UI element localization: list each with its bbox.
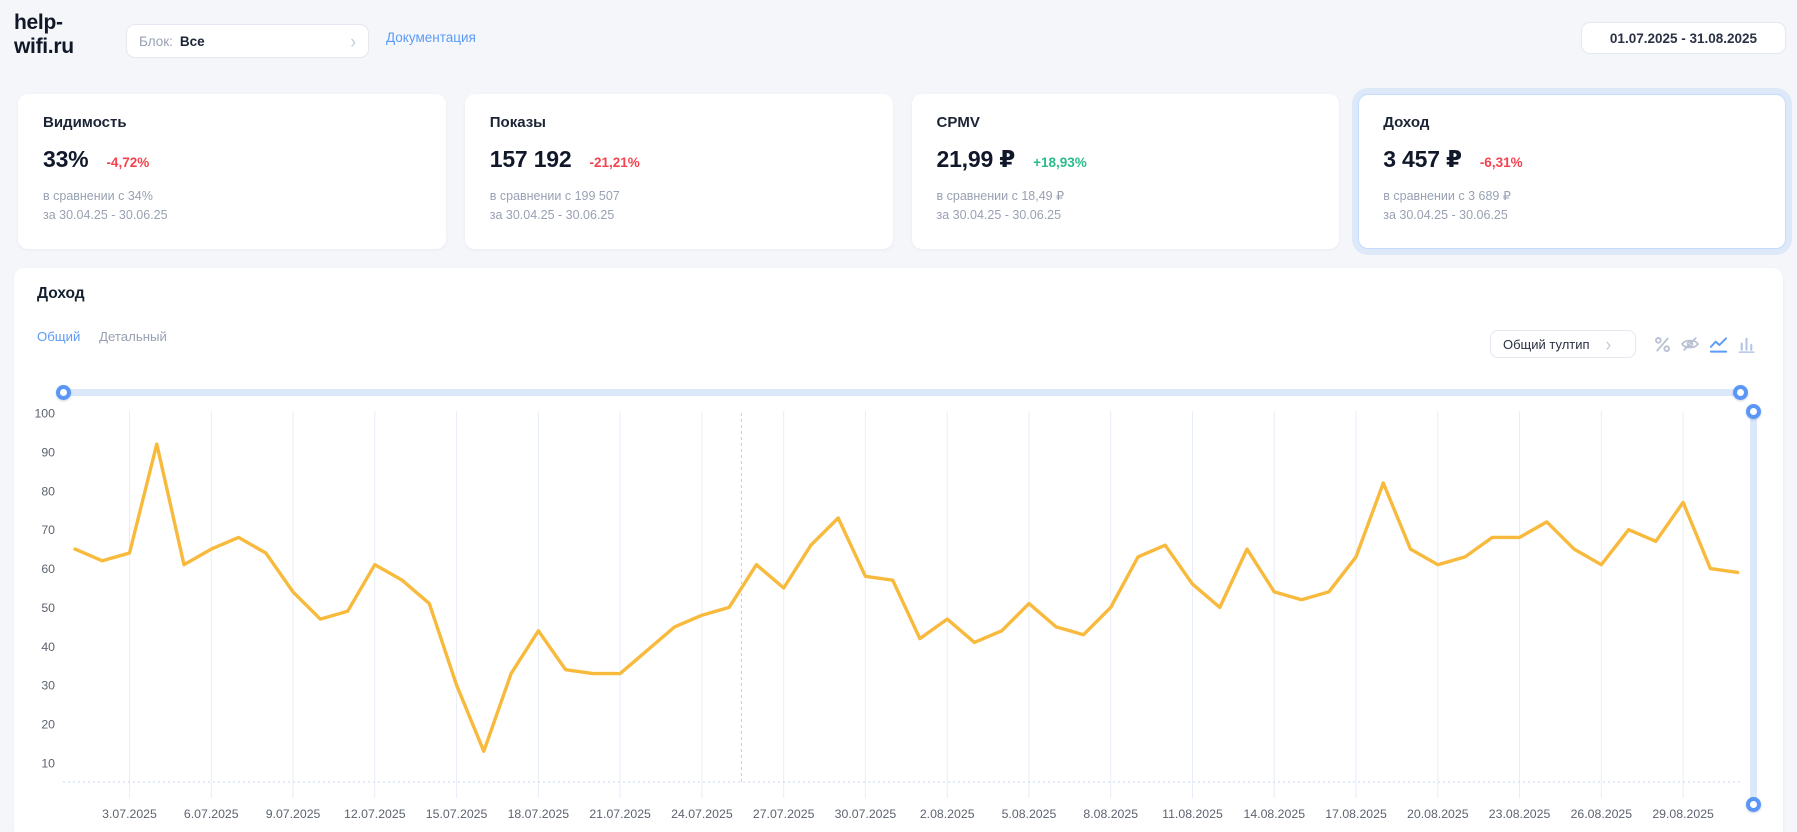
- horizontal-zoom-slider[interactable]: [56, 385, 1748, 400]
- card-value: 157 192: [489, 146, 572, 172]
- tab-general[interactable]: Общий: [37, 329, 81, 344]
- svg-text:18.07.2025: 18.07.2025: [508, 807, 570, 821]
- block-select[interactable]: Блок: Все ›: [126, 24, 369, 58]
- topbar: help- wifi.ru Блок: Все › Документация 0…: [0, 0, 1797, 75]
- brand-logo-line2: wifi.ru: [14, 34, 74, 58]
- chevron-right-icon: ›: [1605, 333, 1612, 355]
- svg-text:30.07.2025: 30.07.2025: [835, 807, 897, 821]
- revenue-chart-panel: Доход Общий Детальный Общий тултип ›: [14, 268, 1783, 832]
- stat-card-visibility[interactable]: Видимость 33% -4,72% в сравнении с 34% з…: [18, 94, 446, 249]
- brand-logo[interactable]: help- wifi.ru: [14, 11, 74, 58]
- svg-text:90: 90: [41, 445, 55, 459]
- percent-icon[interactable]: [1648, 330, 1676, 358]
- svg-text:21.07.2025: 21.07.2025: [589, 807, 651, 821]
- card-title: Доход: [1383, 114, 1430, 131]
- svg-text:24.07.2025: 24.07.2025: [671, 807, 733, 821]
- chart-title: Доход: [37, 285, 85, 302]
- tooltip-mode-select[interactable]: Общий тултип ›: [1490, 330, 1636, 358]
- card-compare-period: за 30.04.25 - 30.06.25: [489, 208, 615, 222]
- svg-text:10: 10: [41, 757, 55, 771]
- card-value: 3 457 ₽: [1383, 146, 1462, 172]
- svg-text:6.07.2025: 6.07.2025: [184, 807, 239, 821]
- stat-cards-row: Видимость 33% -4,72% в сравнении с 34% з…: [18, 94, 1786, 249]
- svg-text:12.07.2025: 12.07.2025: [344, 807, 406, 821]
- card-delta-badge: -21,21%: [589, 155, 640, 170]
- svg-text:40: 40: [41, 640, 55, 654]
- card-delta-badge: -4,72%: [106, 155, 150, 170]
- card-compare-period: за 30.04.25 - 30.06.25: [43, 208, 168, 222]
- card-value: 33%: [43, 146, 89, 172]
- tab-detailed[interactable]: Детальный: [99, 329, 167, 344]
- svg-text:70: 70: [41, 523, 55, 537]
- card-compare-text: в сравнении с 18,49 ₽: [936, 189, 1065, 203]
- zoom-handle-bottom[interactable]: [1746, 797, 1761, 812]
- bar-chart-icon[interactable]: [1732, 330, 1760, 358]
- svg-text:26.08.2025: 26.08.2025: [1571, 807, 1633, 821]
- svg-text:15.07.2025: 15.07.2025: [426, 807, 488, 821]
- svg-text:20.08.2025: 20.08.2025: [1407, 807, 1469, 821]
- line-chart-icon[interactable]: [1704, 330, 1732, 358]
- card-title: Видимость: [43, 114, 127, 131]
- card-compare-period: за 30.04.25 - 30.06.25: [936, 208, 1062, 222]
- svg-text:29.08.2025: 29.08.2025: [1652, 807, 1714, 821]
- svg-text:20: 20: [41, 718, 55, 732]
- chart-tabs: Общий Детальный: [37, 329, 182, 344]
- svg-text:60: 60: [41, 562, 55, 576]
- eye-off-icon[interactable]: [1676, 330, 1704, 358]
- chart-toolbar: [1648, 330, 1760, 358]
- card-delta-badge: +18,93%: [1033, 155, 1087, 170]
- brand-logo-line1: help-: [14, 11, 63, 34]
- stat-card-impressions[interactable]: Показы 157 192 -21,21% в сравнении с 199…: [464, 94, 893, 249]
- svg-text:80: 80: [41, 484, 55, 498]
- card-title: CPMV: [936, 114, 980, 131]
- docs-link[interactable]: Документация: [386, 30, 476, 45]
- card-delta-badge: -6,31%: [1479, 155, 1523, 170]
- svg-text:5.08.2025: 5.08.2025: [1002, 807, 1057, 821]
- date-range-button[interactable]: 01.07.2025 - 31.08.2025: [1581, 22, 1786, 54]
- svg-text:9.07.2025: 9.07.2025: [266, 807, 321, 821]
- zoom-handle-right[interactable]: [1733, 385, 1748, 400]
- tooltip-mode-value: Общий тултип: [1503, 336, 1590, 352]
- svg-text:3.07.2025: 3.07.2025: [102, 807, 157, 821]
- block-select-value: Все: [179, 33, 205, 49]
- card-compare-text: в сравнении с 199 507: [489, 189, 620, 203]
- svg-text:27.07.2025: 27.07.2025: [753, 807, 815, 821]
- svg-text:14.08.2025: 14.08.2025: [1243, 807, 1305, 821]
- block-select-label: Блок:: [139, 33, 173, 49]
- svg-text:17.08.2025: 17.08.2025: [1325, 807, 1387, 821]
- card-compare-text: в сравнении с 34%: [43, 189, 153, 203]
- svg-text:8.08.2025: 8.08.2025: [1083, 807, 1138, 821]
- stat-card-income[interactable]: Доход 3 457 ₽ -6,31% в сравнении с 3 689…: [1358, 94, 1786, 249]
- zoom-handle-top[interactable]: [1746, 404, 1761, 419]
- svg-text:30: 30: [41, 679, 55, 693]
- zoom-handle-left[interactable]: [56, 385, 71, 400]
- vertical-zoom-slider[interactable]: [1746, 404, 1761, 812]
- revenue-line-chart[interactable]: 3.07.2025 6.07.2025 9.07.2025 12.07.2025 15.…: [14, 405, 1783, 830]
- svg-text:11.08.2025: 11.08.2025: [1162, 807, 1223, 821]
- card-compare-text: в сравнении с 3 689 ₽: [1383, 189, 1511, 203]
- card-value: 21,99 ₽: [936, 146, 1016, 172]
- card-compare-period: за 30.04.25 - 30.06.25: [1383, 208, 1508, 222]
- svg-text:2.08.2025: 2.08.2025: [920, 807, 975, 821]
- card-title: Показы: [489, 114, 546, 131]
- svg-text:100: 100: [34, 406, 55, 420]
- svg-text:50: 50: [41, 601, 55, 615]
- stat-card-cpmv[interactable]: CPMV 21,99 ₽ +18,93% в сравнении с 18,49…: [911, 94, 1340, 249]
- chevron-right-icon: ›: [350, 30, 356, 52]
- svg-text:23.08.2025: 23.08.2025: [1489, 807, 1551, 821]
